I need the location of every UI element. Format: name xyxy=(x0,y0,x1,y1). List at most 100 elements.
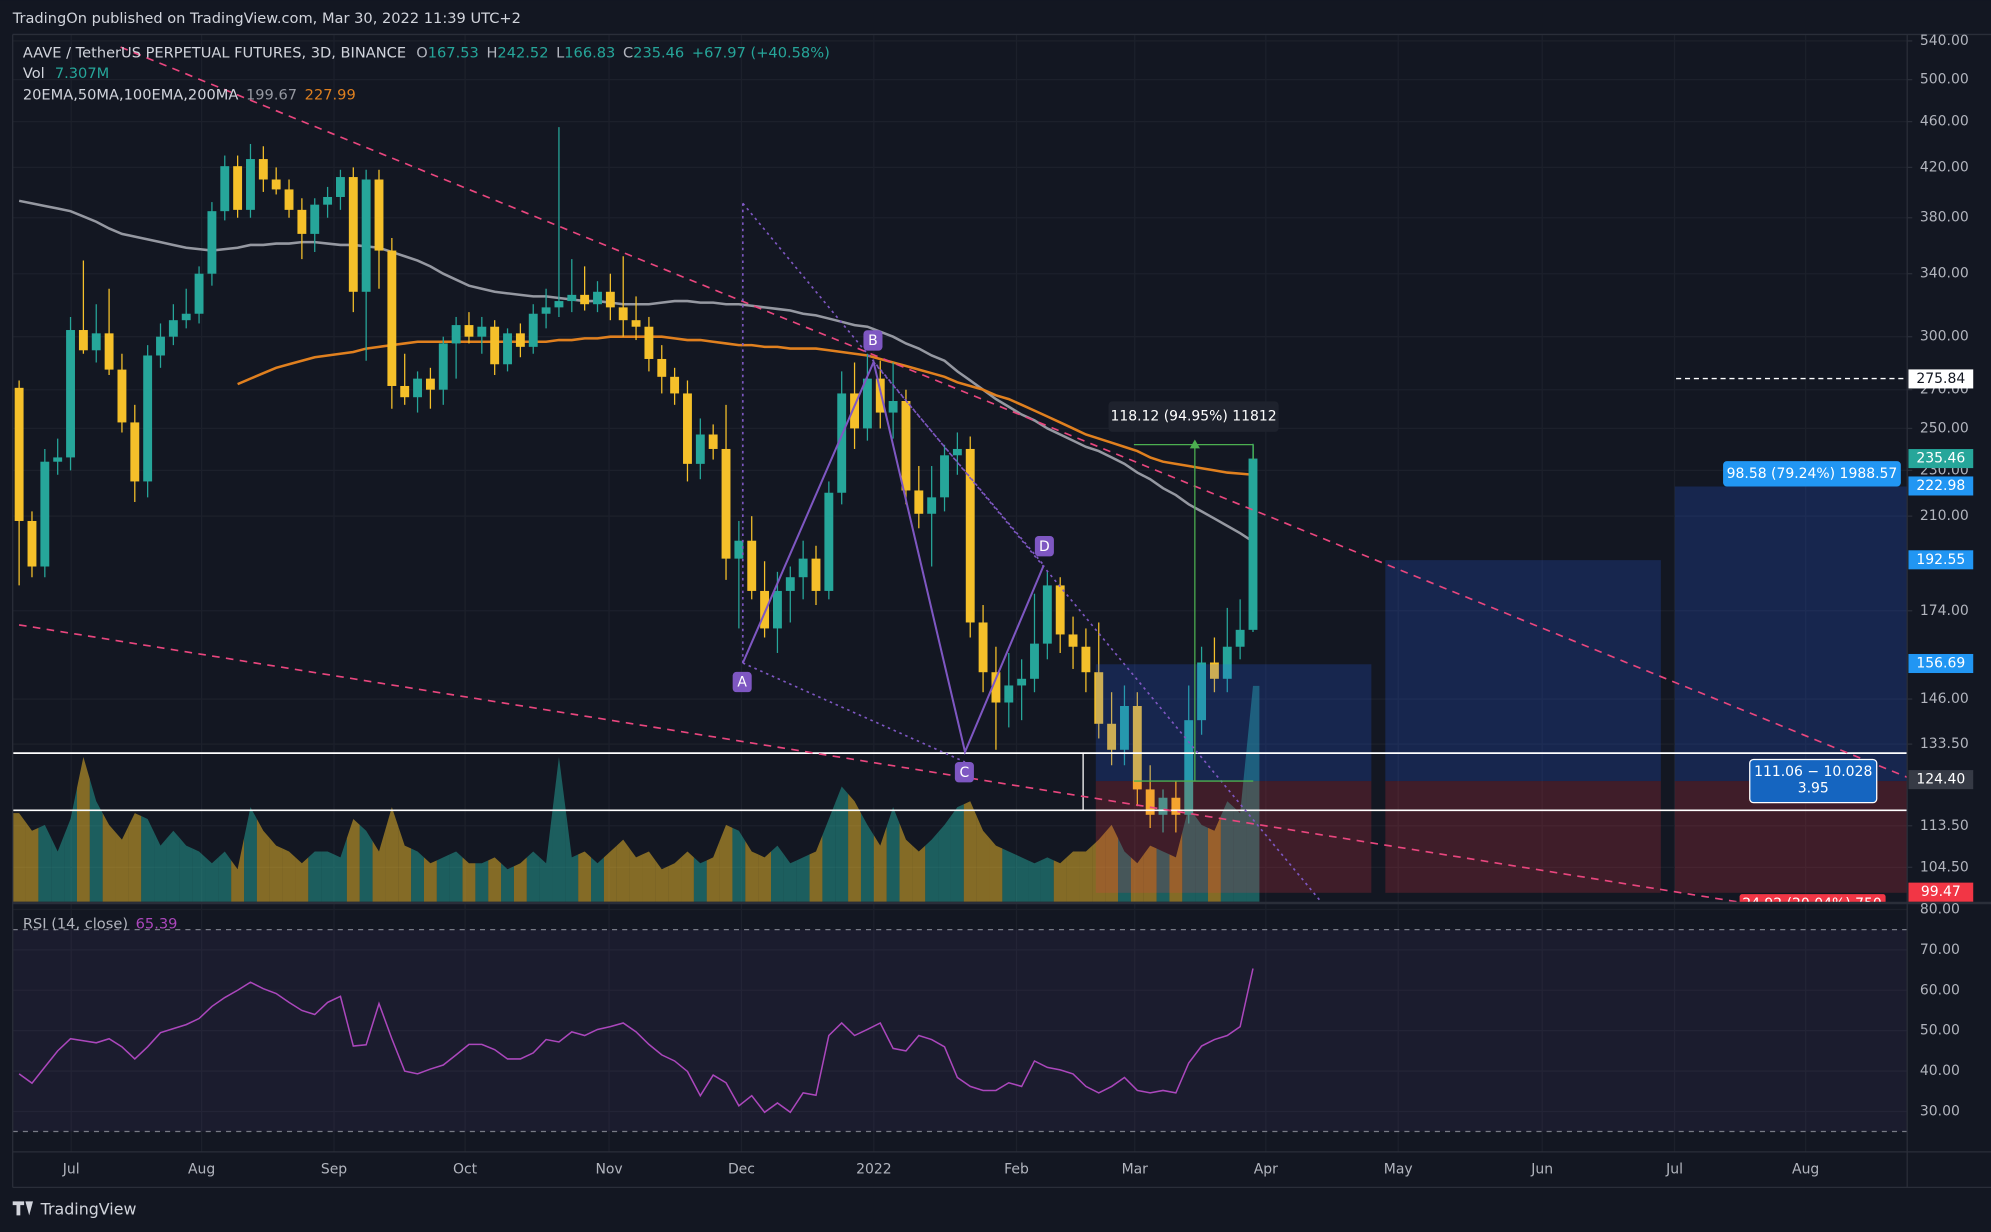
volume-area xyxy=(115,826,129,902)
annotations: 118.12 (94.95%) 11812 98.58 (79.24%) 198… xyxy=(1108,401,1901,804)
volume-area xyxy=(1053,857,1067,902)
candle-body xyxy=(1197,662,1207,721)
candle-body xyxy=(40,461,50,567)
volume-area xyxy=(25,821,39,902)
pattern-label: A xyxy=(737,675,747,691)
legend-title: AAVE / TetherUS PERPETUAL FUTURES, 3D, B… xyxy=(23,44,830,61)
candle-body xyxy=(580,294,590,305)
y-tick-label: 460.00 xyxy=(1920,114,1969,130)
volume-area xyxy=(1118,838,1131,902)
candles xyxy=(14,127,1258,833)
candle-body xyxy=(952,448,962,456)
volume-area xyxy=(76,756,90,902)
candle-body xyxy=(901,401,911,491)
drawings: 24.92 (20.04%) 750 xyxy=(12,46,1908,903)
price-label-box xyxy=(1908,653,1974,674)
price-label-box xyxy=(1908,476,1974,496)
volume-area xyxy=(1040,857,1054,902)
candle-body xyxy=(66,330,75,458)
volume-area xyxy=(218,851,232,902)
candle-body xyxy=(348,177,358,292)
volume-area xyxy=(976,816,990,902)
ohlc-value: 242.52 xyxy=(497,44,548,61)
x-tick-label: Nov xyxy=(595,1162,622,1178)
volume-area xyxy=(629,848,643,902)
volume-area xyxy=(38,824,52,902)
candle-body xyxy=(438,343,448,390)
candle-body xyxy=(1171,797,1181,815)
x-tick-label: 2022 xyxy=(856,1162,892,1178)
annotation: 3.95 xyxy=(1798,781,1829,797)
volume-area xyxy=(912,845,926,902)
y-tick-label: 250.00 xyxy=(1920,420,1969,436)
candle-body xyxy=(477,326,487,337)
volume-area xyxy=(1105,824,1119,902)
candle-body xyxy=(541,307,551,314)
candle-body xyxy=(297,209,307,234)
volume-area xyxy=(359,824,373,902)
candle-body xyxy=(130,422,140,482)
candle-body xyxy=(1248,458,1258,630)
candle-body xyxy=(258,159,268,180)
candle-body xyxy=(284,189,294,210)
x-tick-label: Aug xyxy=(188,1162,215,1178)
candle-body xyxy=(657,358,667,377)
volume-area xyxy=(745,841,759,902)
candle-body xyxy=(1145,789,1155,815)
volume-area xyxy=(822,802,836,902)
candle-body xyxy=(515,333,525,347)
candle-body xyxy=(1132,705,1142,790)
volume-area xyxy=(1079,845,1093,902)
volume-area xyxy=(1233,749,1247,902)
volume-area xyxy=(513,857,527,902)
volume-area xyxy=(334,838,347,902)
volume-area xyxy=(539,810,553,902)
x-tick-label: Jun xyxy=(1530,1162,1553,1178)
long-target-zone xyxy=(1674,486,1908,782)
candle-body xyxy=(53,457,63,462)
candle-body xyxy=(875,378,885,413)
candle-body xyxy=(1042,585,1052,644)
volume-area xyxy=(681,851,694,902)
ohlc-key: O xyxy=(416,44,428,61)
rsi xyxy=(18,968,1254,1114)
volume-area xyxy=(128,813,142,902)
rsi-tick-label: 80.00 xyxy=(1920,901,1960,917)
footer: TradingView xyxy=(12,1200,136,1219)
price-label: 235.46 xyxy=(1916,451,1965,467)
y-tick-label: 380.00 xyxy=(1920,210,1969,226)
volume-area xyxy=(552,756,566,902)
volume-area xyxy=(989,838,1003,902)
x-tick-label: Aug xyxy=(1792,1162,1819,1178)
price-label-box xyxy=(1908,449,1974,469)
price-label-box xyxy=(1908,770,1974,790)
volume-area xyxy=(693,857,707,902)
candle-body xyxy=(631,320,641,327)
candle-body xyxy=(1107,723,1117,750)
volume-area xyxy=(475,860,489,902)
volume-area xyxy=(642,851,656,902)
volume-area xyxy=(308,851,322,902)
annotation-box xyxy=(1723,461,1901,487)
annotation: 111.06 − 10.028 xyxy=(1754,764,1872,780)
volume-area xyxy=(1220,801,1234,902)
candle-body xyxy=(323,196,333,205)
volume-area xyxy=(346,818,360,902)
candle-body xyxy=(670,376,680,394)
volume-area xyxy=(1156,848,1170,902)
volume-area xyxy=(771,845,784,902)
volume-area xyxy=(655,860,669,902)
candle-body xyxy=(27,520,37,567)
candle-body xyxy=(1222,646,1232,679)
candle-body xyxy=(207,211,217,274)
price-label: 222.98 xyxy=(1916,478,1965,494)
candle-body xyxy=(721,448,731,559)
price-label: 156.69 xyxy=(1916,656,1965,672)
long-stop-zone xyxy=(1385,781,1661,893)
volume-area xyxy=(192,848,206,902)
volume-area xyxy=(244,807,257,902)
candle-body xyxy=(387,250,397,386)
y-tick-label: 300.00 xyxy=(1920,329,1969,345)
volume-area xyxy=(860,813,874,902)
volume-area xyxy=(603,845,617,902)
